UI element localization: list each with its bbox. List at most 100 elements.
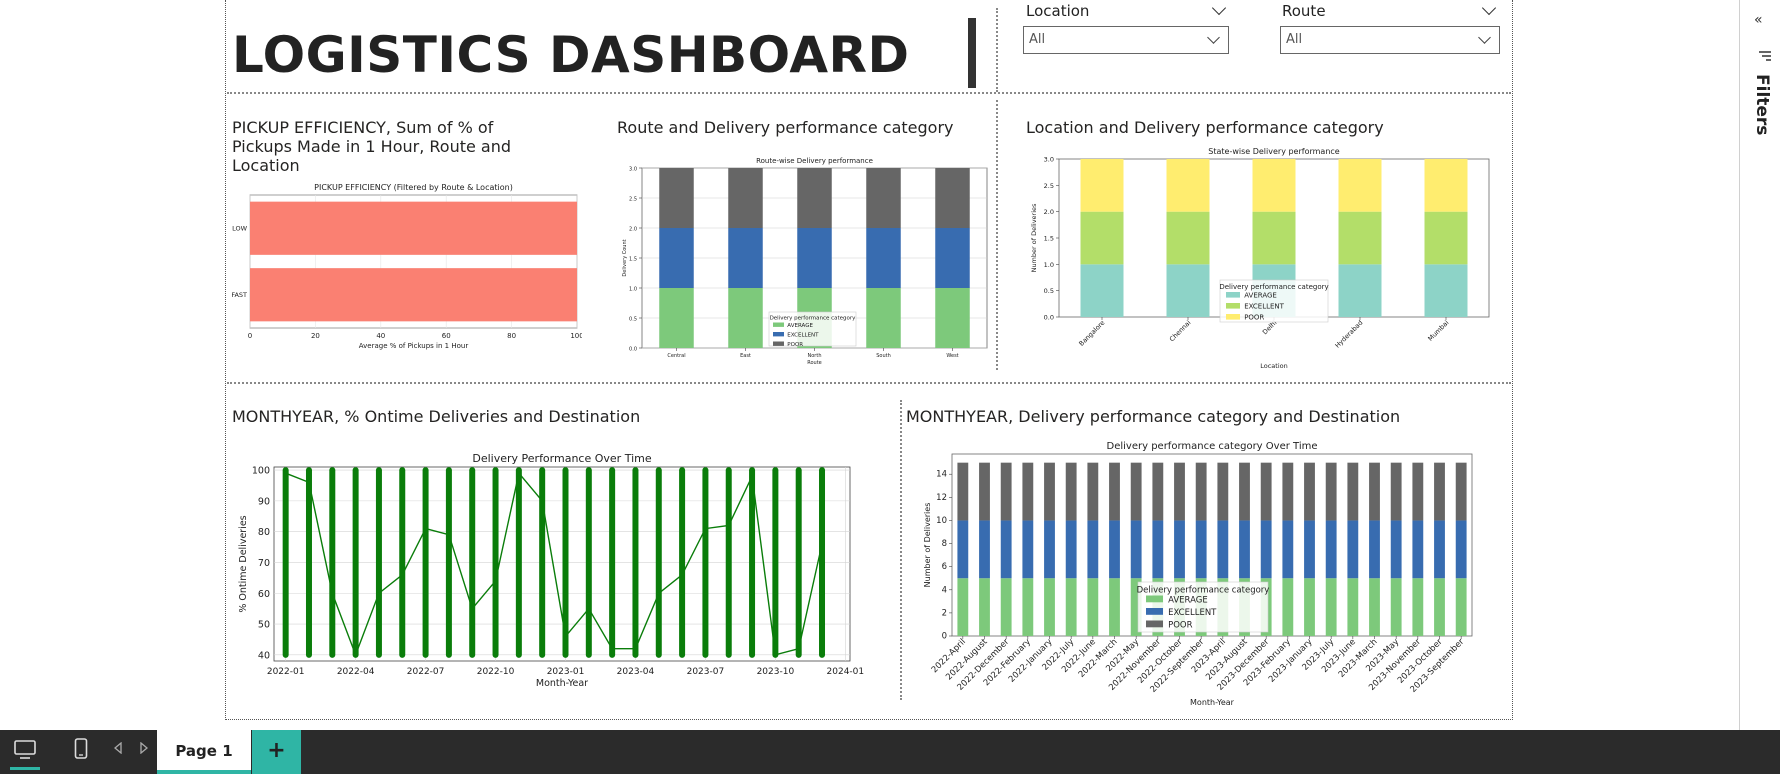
bar-segment-poor <box>1260 462 1272 521</box>
bar-segment-average <box>1390 578 1402 636</box>
phone-view-icon[interactable] <box>74 738 88 760</box>
y-axis-label: Number of Deliveries <box>1030 203 1038 272</box>
y-axis-label: Delivery Count <box>622 239 628 276</box>
bar-segment-poor <box>1000 462 1012 521</box>
y-tick-label: 2.5 <box>1044 182 1054 190</box>
x-tick-label: 20 <box>311 332 320 340</box>
filters-pane <box>1739 0 1780 730</box>
y-tick-label: 0.5 <box>1044 287 1054 295</box>
y-tick-label: 1.0 <box>629 287 637 293</box>
legend-label-average: AVERAGE <box>787 323 813 329</box>
bar-segment-poor <box>1282 462 1294 521</box>
location-delivery-chart[interactable]: State-wise Delivery performance 0.0 0.5 1.0… <box>1026 142 1496 376</box>
y-tick-label: 2 <box>942 608 947 618</box>
y-tick-label: 10 <box>936 516 947 526</box>
bar-segment-poor <box>659 168 694 228</box>
location-visual-title: Location and Delivery performance catego… <box>1026 118 1384 137</box>
y-tick-label: 80 <box>258 527 270 538</box>
bar-segment-poor <box>1152 462 1164 521</box>
bar-segment-excellent <box>1424 211 1468 265</box>
chart-title: Delivery performance category Over Time <box>1107 441 1318 452</box>
bar-segment-excellent <box>1022 520 1034 579</box>
category-over-time-chart[interactable]: Delivery performance category Over Time 0… <box>906 434 1478 714</box>
legend-swatch-average <box>773 322 784 327</box>
bar-segment-excellent <box>1044 520 1055 579</box>
x-tick-label: 40 <box>376 332 385 340</box>
legend-label-excellent: EXCELLENT <box>1244 303 1284 311</box>
x-tick-label: North <box>808 353 822 359</box>
x-tick-label: 2023-01 <box>547 667 585 677</box>
legend-swatch-excellent <box>1146 608 1163 615</box>
pickup-efficiency-chart[interactable]: PICKUP EFFICIENCY (Filtered by Route & L… <box>232 180 582 355</box>
bar-segment-excellent <box>1347 520 1359 579</box>
x-tick-label: 60 <box>442 332 451 340</box>
bar-segment-average <box>1044 578 1055 636</box>
x-axis-label: Route <box>807 360 822 366</box>
legend-label-average: AVERAGE <box>1168 595 1208 605</box>
x-tick-label: 2022-04 <box>337 667 375 677</box>
bar-segment-average <box>1455 578 1467 636</box>
bar-segment-excellent <box>1434 520 1445 579</box>
desktop-view-icon[interactable] <box>13 740 37 760</box>
chevron-down-icon <box>1207 31 1220 44</box>
category-visual-title: MONTHYEAR, Delivery performance category… <box>906 407 1401 426</box>
x-tick-label: Hyderabad <box>1333 319 1364 350</box>
bar-segment-excellent <box>1195 520 1207 579</box>
guide-dots-col-1 <box>996 8 998 92</box>
bar-segment-poor <box>1195 462 1207 521</box>
bar-segment-average <box>1000 578 1012 636</box>
pickup-visual-title: PICKUP EFFICIENCY, Sum of % of Pickups M… <box>232 118 512 175</box>
bar-segment-excellent <box>979 520 990 579</box>
bar-segment-poor <box>1434 462 1445 521</box>
bar-segment-excellent <box>1338 211 1382 265</box>
bar-segment-excellent <box>1282 520 1294 579</box>
x-tick-label: 2023-07 <box>687 667 725 677</box>
bar-segment-excellent <box>1166 211 1210 265</box>
bar-segment-poor <box>1109 462 1120 521</box>
location-slicer-dropdown[interactable]: All <box>1023 26 1229 54</box>
next-page-icon[interactable] <box>140 742 148 754</box>
x-tick-label: 2023-04 <box>617 667 655 677</box>
page-navigation-bar: Page 1 + <box>0 730 1780 774</box>
bar-segment-average <box>1087 578 1099 636</box>
legend-swatch-poor <box>1146 620 1163 628</box>
bar-segment-excellent <box>1369 520 1380 579</box>
y-tick-label: 70 <box>258 558 270 569</box>
bar-segment-poor <box>1347 462 1359 521</box>
previous-page-icon[interactable] <box>114 742 122 754</box>
y-tick-label: 3.0 <box>1044 156 1054 164</box>
bar-segment-poor <box>1390 462 1402 521</box>
bar-segment-excellent <box>1252 211 1296 265</box>
y-tick-label: 90 <box>258 496 270 507</box>
guide-dots-row-1 <box>227 92 1511 94</box>
bar-segment-poor <box>935 168 970 228</box>
desktop-view-active-indicator <box>10 767 40 770</box>
filters-pane-label[interactable]: Filters <box>1752 74 1772 136</box>
bar-segment-excellent <box>1260 520 1272 579</box>
bar-segment-average <box>957 578 969 636</box>
page-tab-page-1[interactable]: Page 1 <box>157 730 251 774</box>
bar-segment-excellent <box>1390 520 1402 579</box>
bar-segment-excellent <box>797 228 832 288</box>
add-page-button[interactable]: + <box>252 730 301 774</box>
ontime-deliveries-chart[interactable]: Delivery Performance Over Time 40 50 60 70 80… <box>232 448 872 694</box>
bar-segment-excellent <box>957 520 969 579</box>
route-delivery-chart[interactable]: Route-wise Delivery performance 0.0 0.5 1.0… <box>617 148 989 368</box>
x-tick-label: Chennai <box>1168 319 1193 344</box>
bar-segment-average <box>1166 264 1210 317</box>
bar-segment-poor <box>1412 462 1424 521</box>
x-axis-label: Average % of Pickups in 1 Hour <box>359 342 469 350</box>
y-tick-label: FAST <box>232 291 247 299</box>
bar-segment-average <box>1338 264 1382 317</box>
route-slicer-dropdown[interactable]: All <box>1280 26 1500 54</box>
bar-segment-excellent <box>1080 211 1124 265</box>
x-tick-label: 2022-01 <box>267 667 305 677</box>
y-tick-label: 4 <box>942 585 947 595</box>
location-slicer-value: All <box>1029 32 1046 47</box>
collapse-filters-icon[interactable]: « <box>1754 12 1763 28</box>
bar-segment-poor <box>1338 159 1382 212</box>
bar-segment-average <box>728 288 763 348</box>
x-axis-label: Location <box>1260 362 1288 370</box>
bar-segment-excellent <box>728 228 763 288</box>
bar-segment-excellent <box>1412 520 1424 579</box>
